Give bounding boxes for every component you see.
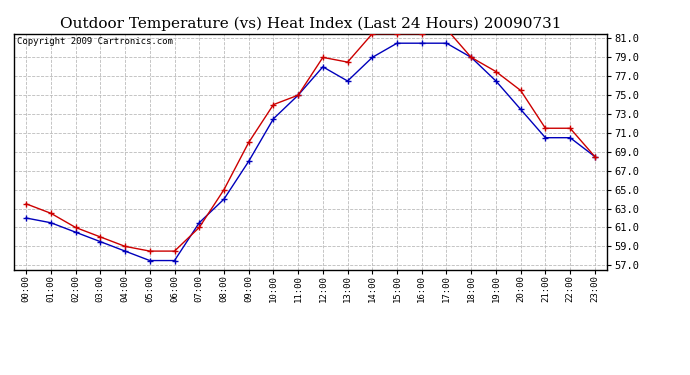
Text: Copyright 2009 Cartronics.com: Copyright 2009 Cartronics.com xyxy=(17,37,172,46)
Title: Outdoor Temperature (vs) Heat Index (Last 24 Hours) 20090731: Outdoor Temperature (vs) Heat Index (Las… xyxy=(60,17,561,31)
